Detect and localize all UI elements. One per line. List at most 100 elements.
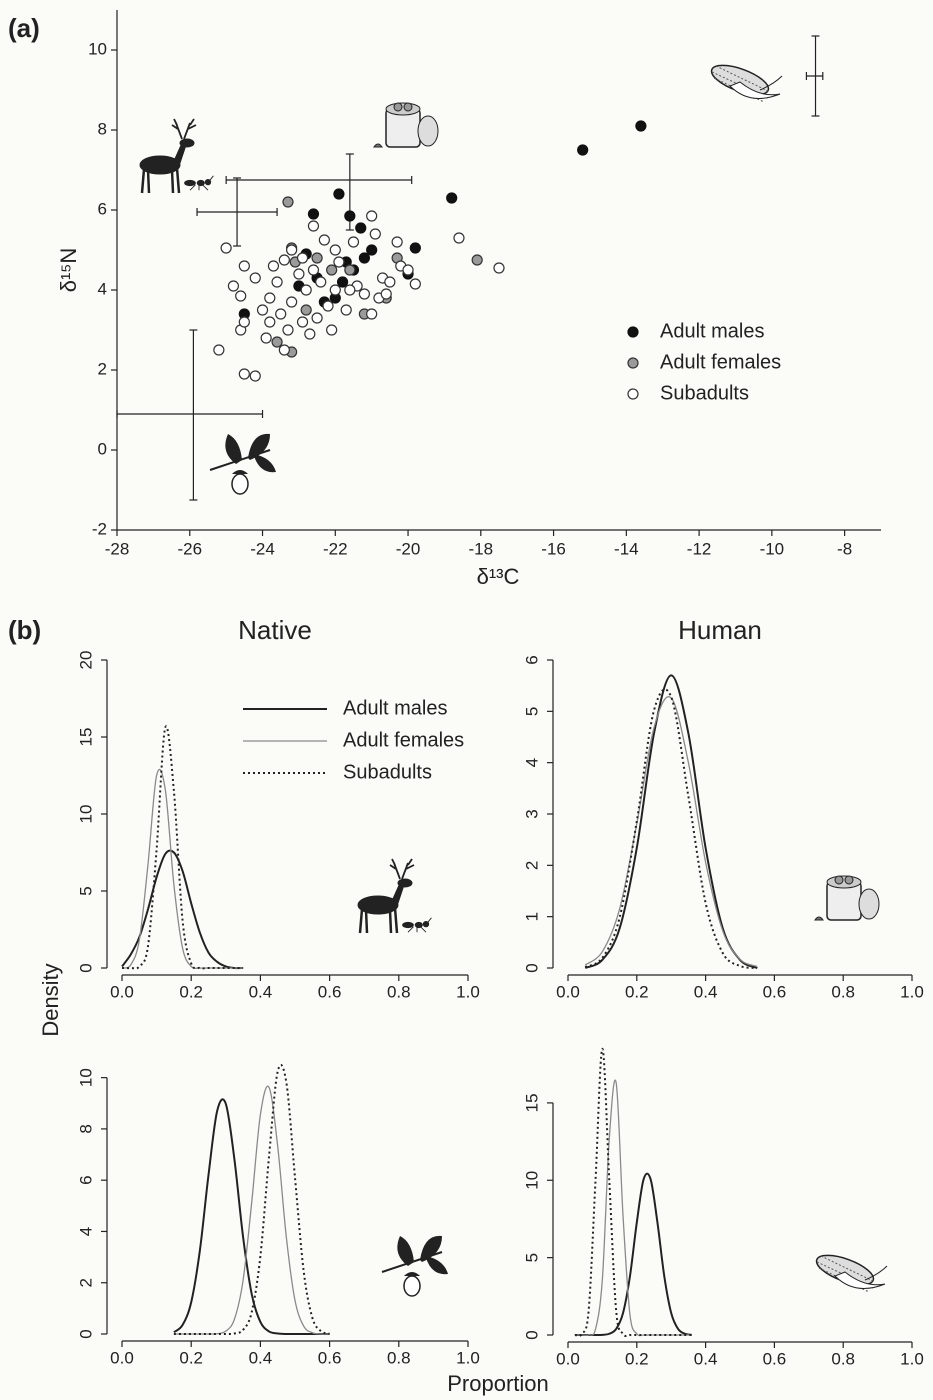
x-tick-label: 0.4 xyxy=(694,982,718,1001)
y-tick-label: 20 xyxy=(76,651,95,670)
legend-label: Adult females xyxy=(660,351,781,373)
point xyxy=(282,324,294,336)
y-tick-label: 6 xyxy=(522,655,541,664)
point xyxy=(286,296,298,308)
y-tick-label: 0 xyxy=(522,963,541,972)
x-tick-label: -24 xyxy=(250,539,275,558)
y-tick-label: 5 xyxy=(522,707,541,716)
point xyxy=(471,254,483,266)
point xyxy=(278,344,290,356)
y-tick-label: 2 xyxy=(98,359,107,378)
point xyxy=(307,264,320,276)
legend-marker xyxy=(627,357,639,369)
legend-label: Adult males xyxy=(343,697,448,719)
x-tick-label: -8 xyxy=(837,539,852,558)
x-tick-label: -22 xyxy=(323,539,348,558)
density-line xyxy=(584,696,758,968)
y-tick-label: 10 xyxy=(76,1068,95,1087)
x-tick-label: 1.0 xyxy=(900,982,924,1001)
point xyxy=(333,188,345,200)
point xyxy=(336,276,349,288)
point xyxy=(344,284,356,296)
point xyxy=(391,236,403,248)
point xyxy=(300,284,312,296)
point xyxy=(347,236,360,248)
y-tick-label: 0 xyxy=(76,963,95,972)
point xyxy=(366,308,378,320)
y-tick-label: 2 xyxy=(76,1278,95,1287)
jar-icon xyxy=(814,875,880,921)
x-tick-label: 0.2 xyxy=(625,982,649,1001)
y-tick-label: 0 xyxy=(76,1329,95,1338)
point xyxy=(311,312,323,324)
y-tick-label: 1 xyxy=(522,912,541,921)
point xyxy=(271,336,283,348)
point xyxy=(453,232,465,244)
corn-icon xyxy=(707,58,783,103)
point xyxy=(296,316,309,328)
point xyxy=(235,290,247,302)
point xyxy=(355,222,367,234)
y-tick-label: 3 xyxy=(522,809,541,818)
y-tick-label: 4 xyxy=(522,758,541,767)
density-line xyxy=(173,1063,330,1336)
y-tick-label: 6 xyxy=(98,199,107,218)
y-tick-label: 4 xyxy=(76,1227,95,1236)
legend-label: Adult females xyxy=(343,729,464,751)
y-tick-label: 15 xyxy=(522,1093,541,1112)
x-tick-label: 1.0 xyxy=(900,1349,924,1368)
x-tick-label: 0.6 xyxy=(318,1348,342,1367)
panel-label: (b) xyxy=(8,615,41,645)
point xyxy=(577,144,589,156)
ant-icon xyxy=(184,175,214,191)
y-tick-label: 2 xyxy=(522,861,541,870)
point xyxy=(267,260,280,272)
y-tick-label: 5 xyxy=(522,1253,541,1262)
point xyxy=(318,234,330,246)
point xyxy=(315,276,327,288)
legend-marker xyxy=(627,388,639,400)
x-tick-label: -18 xyxy=(469,539,494,558)
y-tick-label: 6 xyxy=(76,1175,95,1184)
x-tick-label: 0.8 xyxy=(831,1349,855,1368)
point xyxy=(264,292,276,304)
point xyxy=(358,288,370,300)
x-tick-label: 0.0 xyxy=(556,982,580,1001)
point xyxy=(304,328,316,340)
corn-icon xyxy=(812,1248,888,1293)
point xyxy=(256,304,269,316)
point xyxy=(344,210,356,222)
point xyxy=(344,264,356,276)
x-tick-label: -10 xyxy=(760,539,785,558)
point xyxy=(249,272,261,284)
x-tick-label: 0.8 xyxy=(387,982,411,1001)
y-tick-label: -2 xyxy=(92,519,107,538)
point xyxy=(446,192,458,204)
point xyxy=(260,332,272,344)
point xyxy=(264,316,276,328)
density-line xyxy=(584,688,758,969)
point xyxy=(307,220,320,232)
density-line xyxy=(173,1098,330,1336)
acorn-icon xyxy=(381,1234,449,1297)
point xyxy=(278,254,290,266)
point xyxy=(409,278,421,290)
y-tick-label: 8 xyxy=(76,1124,95,1133)
chart-title: Native xyxy=(238,615,312,645)
point xyxy=(307,208,320,220)
point xyxy=(493,262,505,274)
x-tick-label: -26 xyxy=(177,539,202,558)
x-axis-label: δ¹³C xyxy=(477,564,520,589)
point xyxy=(238,368,250,380)
point xyxy=(369,228,381,240)
y-tick-label: 10 xyxy=(76,805,95,824)
x-tick-label: 0.6 xyxy=(318,982,342,1001)
x-tick-label: 0.0 xyxy=(110,982,134,1001)
x-tick-label: 1.0 xyxy=(456,1348,480,1367)
point xyxy=(358,252,370,264)
point xyxy=(329,244,341,256)
density-line xyxy=(121,768,244,970)
density-line xyxy=(574,1047,692,1337)
chart-title: Human xyxy=(678,615,762,645)
